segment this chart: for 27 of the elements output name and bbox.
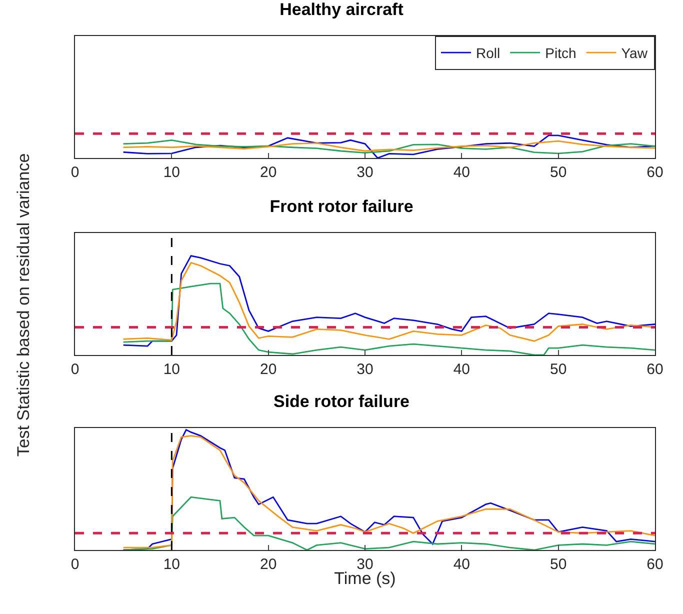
x-tick-label: 0 <box>70 556 80 573</box>
x-tick-label: 40 <box>453 164 470 181</box>
legend-label: Roll <box>476 45 500 62</box>
x-tick-label: 0 <box>70 361 80 378</box>
x-tick-label: 50 <box>550 556 567 573</box>
x-tick-label: 20 <box>260 164 277 181</box>
x-tick-label: 40 <box>453 556 470 573</box>
y-axis-title: Test Statistic based on residual variance <box>14 153 34 457</box>
x-tick-label: 10 <box>163 164 180 181</box>
x-tick-label: 60 <box>646 556 664 573</box>
x-tick-label: 60 <box>646 164 664 181</box>
legend-label: Yaw <box>621 45 648 62</box>
x-tick-label: 60 <box>646 361 664 378</box>
chart-title: Side rotor failure <box>273 392 410 411</box>
x-tick-label: 10 <box>163 556 180 573</box>
x-tick-label: 20 <box>260 556 277 573</box>
x-tick-label: 0 <box>70 164 80 181</box>
x-tick-label: 50 <box>550 361 567 378</box>
x-tick-label: 30 <box>356 361 374 378</box>
x-tick-label: 30 <box>356 164 374 181</box>
x-tick-label: 50 <box>550 164 567 181</box>
x-tick-label: 20 <box>260 361 277 378</box>
chart-title: Front rotor failure <box>270 196 414 216</box>
chart-title: Healthy aircraft <box>280 0 404 19</box>
x-tick-label: 10 <box>163 361 180 378</box>
legend-label: Pitch <box>545 45 576 62</box>
x-tick-label: 40 <box>453 361 470 378</box>
